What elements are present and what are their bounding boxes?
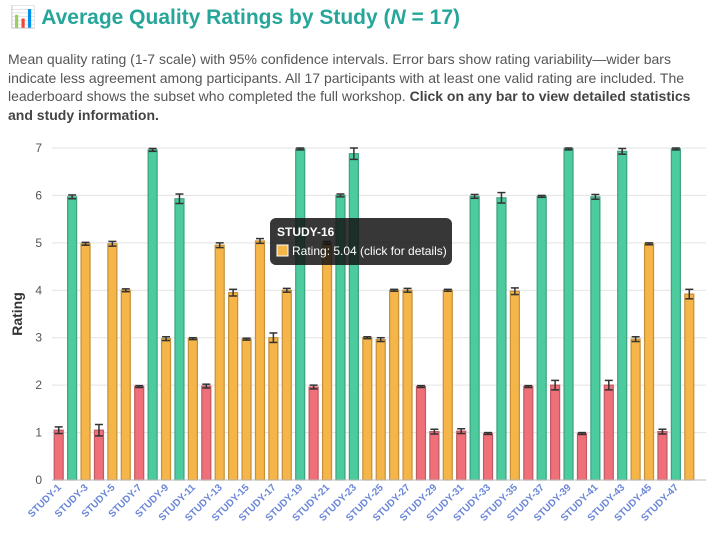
description-text: Mean quality rating (1-7 scale) with 95%… bbox=[8, 51, 685, 104]
bar[interactable] bbox=[670, 148, 681, 481]
bar[interactable] bbox=[684, 293, 695, 481]
bar[interactable] bbox=[550, 384, 561, 481]
title-icon: 📊 bbox=[10, 6, 37, 29]
bar[interactable] bbox=[482, 432, 494, 481]
bar[interactable] bbox=[563, 148, 574, 481]
bar[interactable] bbox=[281, 289, 292, 481]
chart-title: 📊 Average Quality Ratings by Study (N = … bbox=[10, 6, 460, 30]
title-text: Average Quality Ratings by Study ( bbox=[41, 6, 391, 29]
bar[interactable] bbox=[107, 243, 118, 481]
bar[interactable] bbox=[67, 196, 78, 481]
tooltip-title: STUDY-16 bbox=[277, 225, 335, 239]
bar[interactable] bbox=[268, 337, 279, 481]
bar[interactable] bbox=[456, 430, 467, 481]
bar[interactable] bbox=[295, 148, 306, 481]
bar[interactable] bbox=[630, 338, 641, 481]
y-tick-label: 1 bbox=[35, 426, 42, 440]
y-tick-label: 3 bbox=[35, 331, 42, 345]
bar[interactable] bbox=[375, 339, 386, 481]
bar[interactable] bbox=[348, 153, 359, 481]
bar[interactable] bbox=[469, 195, 480, 481]
tooltip-swatch bbox=[276, 244, 289, 257]
bar[interactable] bbox=[429, 431, 440, 481]
bar[interactable] bbox=[120, 289, 131, 481]
bar[interactable] bbox=[362, 337, 373, 481]
bar[interactable] bbox=[603, 384, 614, 481]
y-tick-label: 6 bbox=[35, 188, 42, 202]
bar[interactable] bbox=[523, 385, 534, 481]
bar[interactable] bbox=[254, 240, 266, 481]
bar[interactable] bbox=[93, 429, 105, 481]
bar[interactable] bbox=[496, 197, 507, 481]
bar[interactable] bbox=[308, 386, 319, 481]
description-bold: Click on any bar to view detailed statis… bbox=[8, 88, 691, 123]
bar[interactable] bbox=[147, 149, 158, 481]
bar[interactable] bbox=[509, 290, 520, 481]
bar[interactable] bbox=[321, 242, 333, 481]
bar[interactable] bbox=[187, 338, 198, 481]
bar[interactable] bbox=[617, 150, 628, 481]
y-tick-label: 5 bbox=[35, 236, 42, 250]
bar[interactable] bbox=[643, 243, 655, 481]
bar[interactable] bbox=[402, 289, 413, 481]
bar[interactable] bbox=[536, 195, 547, 481]
bar[interactable] bbox=[415, 385, 427, 481]
tooltip-text: Rating: 5.04 (click for details) bbox=[292, 244, 447, 258]
y-tick-label: 2 bbox=[35, 378, 42, 392]
bar[interactable] bbox=[201, 385, 212, 481]
bar[interactable] bbox=[80, 243, 91, 481]
title-italic: N bbox=[390, 6, 406, 29]
tooltip: STUDY-16 Rating: 5.04 (click for details) bbox=[270, 218, 452, 265]
bar[interactable] bbox=[241, 338, 252, 481]
bar[interactable] bbox=[590, 196, 601, 481]
bar[interactable] bbox=[160, 338, 172, 481]
bar[interactable] bbox=[174, 198, 185, 481]
y-axis-label: Rating bbox=[9, 292, 25, 336]
y-tick-label: 7 bbox=[35, 141, 42, 155]
description: Mean quality rating (1-7 scale) with 95%… bbox=[8, 50, 698, 124]
bar[interactable] bbox=[657, 431, 668, 481]
y-tick-label: 4 bbox=[35, 283, 42, 297]
bar[interactable] bbox=[53, 429, 64, 481]
bar[interactable] bbox=[442, 289, 453, 481]
y-tick-label: 0 bbox=[35, 473, 42, 487]
bar[interactable] bbox=[389, 289, 400, 481]
tooltip-box bbox=[270, 218, 452, 265]
bar[interactable] bbox=[576, 432, 588, 481]
bar[interactable] bbox=[228, 292, 239, 481]
bar[interactable] bbox=[134, 385, 145, 481]
title-text: = 17) bbox=[405, 6, 460, 29]
bar[interactable] bbox=[214, 244, 225, 481]
